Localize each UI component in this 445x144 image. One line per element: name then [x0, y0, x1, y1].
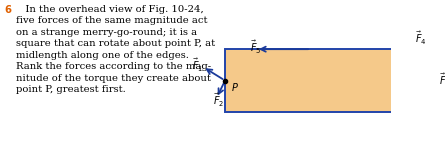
Text: $\vec{F}_2$: $\vec{F}_2$: [213, 91, 224, 109]
Text: $P$: $P$: [231, 81, 239, 93]
Text: $\vec{F}_1$: $\vec{F}_1$: [192, 57, 203, 74]
Bar: [225, 49, 397, 112]
Text: 6: 6: [4, 5, 12, 15]
Text: In the overhead view of Fig. 10-24,
five forces of the same magnitude act
on a s: In the overhead view of Fig. 10-24, five…: [16, 5, 214, 94]
Text: $\vec{F}_4$: $\vec{F}_4$: [415, 30, 427, 47]
Text: $\vec{F}_5$: $\vec{F}_5$: [250, 39, 262, 56]
Text: $\vec{F}_3$: $\vec{F}_3$: [439, 72, 445, 89]
